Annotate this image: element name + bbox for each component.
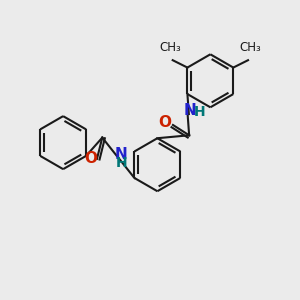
Text: N: N [183, 103, 196, 118]
Text: CH₃: CH₃ [160, 41, 181, 54]
Text: H: H [194, 105, 205, 119]
Text: O: O [84, 151, 97, 166]
Text: N: N [115, 147, 128, 162]
Text: O: O [158, 115, 171, 130]
Text: H: H [116, 156, 127, 170]
Text: CH₃: CH₃ [239, 41, 261, 54]
